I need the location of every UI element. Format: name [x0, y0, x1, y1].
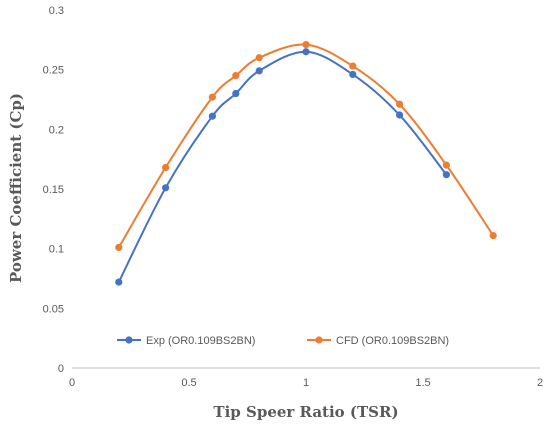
data-point [232, 89, 240, 98]
data-point [396, 100, 404, 108]
data-point [115, 243, 123, 252]
data-point [302, 41, 310, 49]
legend-marker [315, 336, 323, 344]
y-tick-label: 0.25 [43, 65, 64, 77]
data-point [442, 161, 450, 169]
y-tick-label: 0.3 [49, 5, 64, 17]
legend-marker [125, 336, 133, 344]
data-point [208, 93, 216, 101]
plot-area [115, 41, 497, 286]
y-tick-label: 0.05 [43, 303, 64, 315]
x-axis-title: Tip Speer Ratio (TSR) [213, 403, 398, 421]
data-point [302, 48, 310, 56]
x-tick-label: 1 [303, 377, 309, 389]
data-point [162, 184, 170, 192]
data-point [232, 72, 240, 80]
y-axis-title: Power Coefficient (Cp) [7, 93, 25, 283]
legend-item: Exp (OR0.109BS2BN) [117, 335, 255, 347]
series-line [117, 43, 495, 248]
legend-label: CFD (OR0.109BS2BN) [336, 335, 449, 347]
data-point [349, 62, 357, 70]
x-tick-label: 0 [69, 377, 75, 389]
legend-item: CFD (OR0.109BS2BN) [307, 335, 449, 347]
legend-label: Exp (OR0.109BS2BN) [146, 335, 255, 347]
y-tick-label: 0.1 [49, 244, 64, 256]
x-tick-label: 0.5 [181, 377, 196, 389]
legend: Exp (OR0.109BS2BN) CFD (OR0.109BS2BN) [117, 335, 449, 347]
y-tick-label: 0.15 [43, 184, 64, 196]
data-point [255, 54, 263, 62]
axes: 0 0.05 0.1 0.15 0.2 0.25 0.3 0 0.5 1 1.5 2 [43, 5, 543, 389]
data-point [349, 70, 357, 79]
data-point [162, 163, 170, 172]
data-point [489, 231, 497, 240]
series-cfd [115, 41, 497, 252]
data-point [442, 171, 450, 179]
x-tick-label: 2 [537, 377, 543, 389]
x-tick-label: 1.5 [415, 377, 430, 389]
y-tick-label: 0 [58, 363, 64, 375]
series-exp [115, 48, 450, 286]
data-point [208, 112, 216, 120]
data-point [396, 111, 404, 119]
y-tick-label: 0.2 [49, 124, 64, 136]
data-point [115, 278, 123, 286]
data-point [255, 67, 263, 75]
